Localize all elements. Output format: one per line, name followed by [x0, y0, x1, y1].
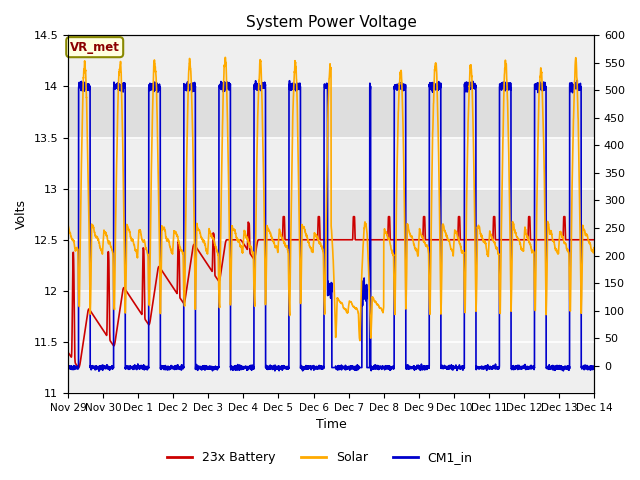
X-axis label: Time: Time	[316, 419, 346, 432]
Y-axis label: Volts: Volts	[15, 199, 28, 229]
Bar	[68, 189, 594, 291]
Legend: 23x Battery, Solar, CM1_in: 23x Battery, Solar, CM1_in	[163, 446, 477, 469]
Text: VR_met: VR_met	[70, 41, 120, 54]
Title: System Power Voltage: System Power Voltage	[246, 15, 417, 30]
Bar	[68, 86, 594, 138]
